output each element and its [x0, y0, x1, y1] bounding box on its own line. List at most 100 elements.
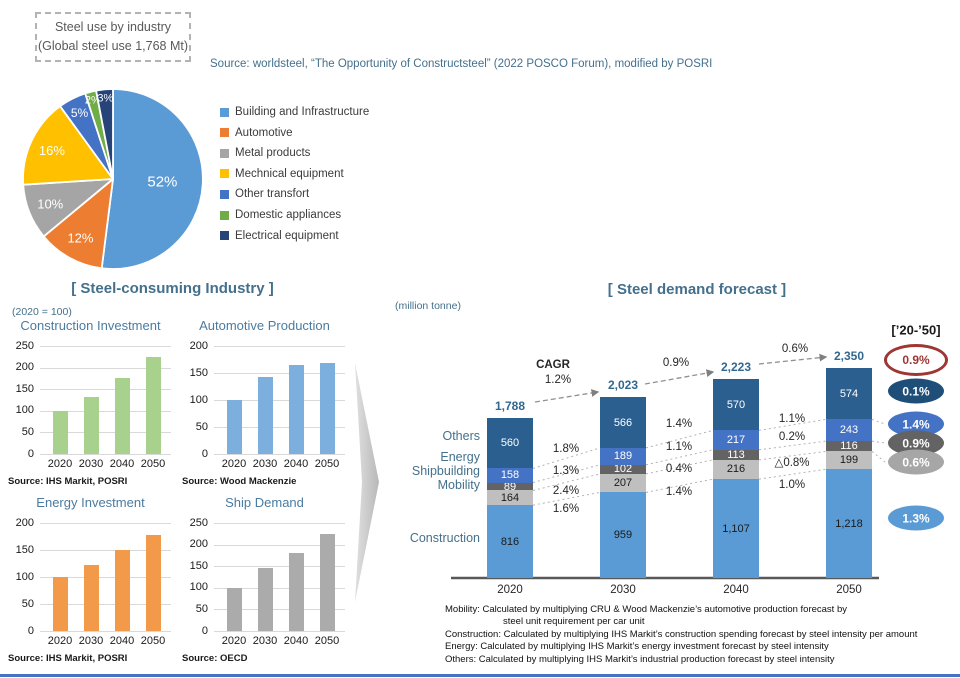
segment-value: 1,107 — [722, 522, 750, 535]
y-tick-label: 250 — [15, 339, 34, 352]
y-tick-label: 150 — [15, 382, 34, 395]
bar — [114, 378, 130, 454]
segment-others: 570 — [713, 379, 759, 431]
bar — [226, 400, 242, 454]
segment-value: 816 — [500, 535, 520, 548]
segment-growth-label: 1.1% — [778, 413, 806, 425]
unit-label: (million tonne) — [395, 300, 461, 312]
pie-slice-label: 16% — [39, 143, 65, 158]
right-section-title: [ Steel demand forecast ] — [607, 281, 787, 298]
legend-item: Electrical equipment — [220, 227, 339, 245]
mini-chart-ship-demand: Ship Demand 0 50 100 150 200 250 2020 2030 2040 20… — [182, 495, 347, 670]
gridline — [214, 373, 345, 374]
legend-label: Automotive — [235, 126, 293, 139]
cagr-badge: 0.6% — [888, 449, 944, 475]
y-tick-label: 100 — [15, 404, 34, 417]
chart-source: Source: Wood Mackenzie — [182, 476, 297, 487]
pie-svg: 52%12%10%16%5%2%3% — [22, 88, 204, 270]
segment-growth-label: 1.1% — [665, 441, 693, 453]
y-tick-label: 50 — [195, 602, 208, 615]
segment-value: 574 — [839, 387, 859, 400]
segment-energy: 189 — [600, 447, 646, 465]
legend-item: Domestic appliances — [220, 206, 341, 224]
gridline — [214, 523, 345, 524]
legend-marker-icon — [220, 169, 229, 179]
segment-value: 116 — [840, 440, 858, 453]
footnote-line: Mobility: Calculated by multiplying CRU … — [445, 604, 847, 615]
segment-others: 574 — [826, 368, 872, 420]
segment-value: 216 — [726, 463, 746, 476]
gridline — [214, 346, 345, 347]
badge-header: [’20-’50] — [891, 322, 941, 338]
x-tick-label: 2020 — [221, 635, 247, 647]
legend-item: Automotive — [220, 124, 293, 142]
x-tick-label: 2050 — [140, 458, 166, 470]
bar — [288, 364, 304, 454]
y-tick-label: 200 — [189, 339, 208, 352]
gridline — [40, 410, 171, 412]
segment-construction: 959 — [600, 492, 646, 578]
segment-growth-label: 1.3% — [552, 465, 580, 477]
segment-mobility: 207 — [600, 473, 646, 493]
x-tick-label: 2040 — [283, 635, 309, 647]
segment-growth-label: 2.4% — [552, 485, 580, 497]
y-tick-label: 150 — [189, 366, 208, 379]
y-tick-label: 100 — [189, 393, 208, 406]
segment-mobility: 216 — [713, 459, 759, 480]
legend-label: Electrical equipment — [235, 229, 339, 242]
legend-marker-icon — [220, 210, 229, 220]
pie-slice-label: 3% — [97, 92, 113, 104]
bar — [145, 356, 161, 454]
bar — [257, 568, 273, 631]
pie-slice-label: 5% — [71, 106, 89, 120]
segment-connector — [871, 440, 886, 444]
x-tick-label: 2040 — [283, 458, 309, 470]
segment-energy: 158 — [487, 468, 533, 483]
source-note: Source: worldsteel, “The Opportunity of … — [210, 58, 713, 70]
bar — [288, 553, 304, 631]
x-tick-label: 2050 — [314, 458, 340, 470]
segment-growth-label: 0.4% — [665, 463, 693, 475]
segment-energy: 217 — [713, 430, 759, 450]
gridline — [214, 631, 345, 632]
x-tick-label: 2030 — [78, 635, 104, 647]
bar — [145, 535, 161, 631]
y-tick-label: 0 — [27, 447, 34, 460]
pie-slice — [100, 88, 204, 270]
gridline — [214, 427, 345, 428]
y-tick-label: 50 — [21, 425, 34, 438]
chart-source: Source: IHS Markit, POSRI — [8, 653, 128, 664]
gridline — [40, 432, 171, 434]
legend-marker-icon — [220, 148, 229, 158]
x-tick-label: 2050 — [314, 635, 340, 647]
segment-construction: 1,107 — [713, 479, 759, 578]
total-label: 2,350 — [833, 349, 865, 364]
cagr-badge: 1.3% — [888, 505, 944, 531]
segment-value: 1,218 — [835, 517, 863, 530]
segment-connector — [871, 451, 886, 463]
bar — [319, 363, 335, 454]
steel-use-pie-chart: 52% 12% 10% 16% 5% 2% 3% — [18, 86, 208, 272]
cagr-badge: 1.4% — [888, 411, 944, 437]
segment-value: 158 — [500, 469, 520, 482]
bar — [83, 564, 99, 631]
pie-slice-label: 52% — [147, 174, 177, 191]
segment-mobility: 164 — [487, 490, 533, 506]
gridline — [214, 544, 345, 546]
pie-slice-label: 10% — [37, 196, 63, 211]
category-label-mobility: Mobility — [437, 478, 480, 492]
segment-mobility: 199 — [826, 451, 872, 470]
y-tick-label: 0 — [27, 624, 34, 637]
bottom-divider — [0, 674, 960, 677]
pie-slice — [95, 88, 114, 180]
total-growth-label: 0.9% — [662, 357, 690, 369]
footnote-line: Energy: Calculated by multiplying IHS Ma… — [445, 641, 829, 653]
cagr-badge: 0.9% — [884, 344, 948, 376]
y-tick-label: 50 — [21, 597, 34, 610]
segment-value: 102 — [613, 463, 633, 476]
y-tick-label: 0 — [201, 447, 208, 460]
bar — [114, 550, 130, 631]
y-tick-label: 100 — [189, 581, 208, 594]
legend-marker-icon — [220, 128, 229, 138]
